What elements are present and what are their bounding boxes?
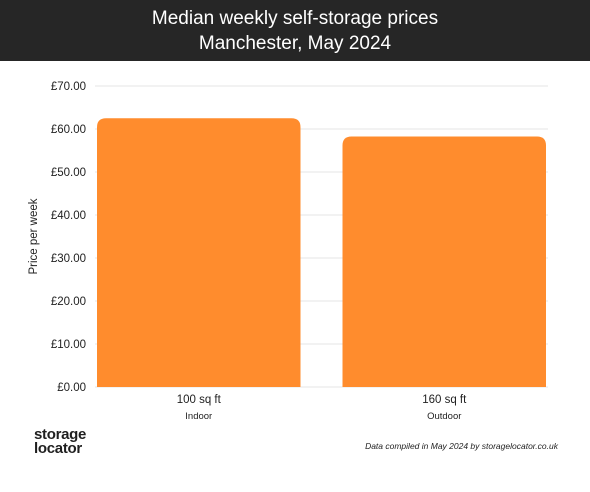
y-tick-label: £50.00 <box>51 167 86 179</box>
y-tick-label: £60.00 <box>51 124 86 136</box>
y-tick-label: £20.00 <box>51 296 86 308</box>
logo-line-2: locator <box>34 440 82 457</box>
y-axis-label: Price per week <box>28 198 40 274</box>
logo-line-1: storage <box>34 426 87 443</box>
chart-title: Median weekly self-storage prices <box>151 7 439 29</box>
bar-1 <box>97 118 301 387</box>
x-tick-label: 160 sq ft <box>422 394 467 406</box>
chart-subtitle: Manchester, May 2024 <box>198 32 392 54</box>
x-tick-label: 100 sq ft <box>177 394 222 406</box>
data-source-note: Data compiled in May 2024 by storageloca… <box>365 441 558 451</box>
x-tick-sublabel: Outdoor <box>427 411 461 422</box>
x-tick-sublabel: Indoor <box>185 411 212 422</box>
y-tick-label: £30.00 <box>51 253 86 265</box>
storagelocator-logo: storage locator <box>34 426 87 457</box>
y-tick-label: £10.00 <box>51 339 86 351</box>
bar-2 <box>342 136 546 387</box>
y-tick-label: £0.00 <box>57 382 86 394</box>
y-tick-label: £40.00 <box>51 210 86 222</box>
y-tick-label: £70.00 <box>51 81 86 93</box>
chart-header: Median weekly self-storage prices Manche… <box>0 0 590 61</box>
